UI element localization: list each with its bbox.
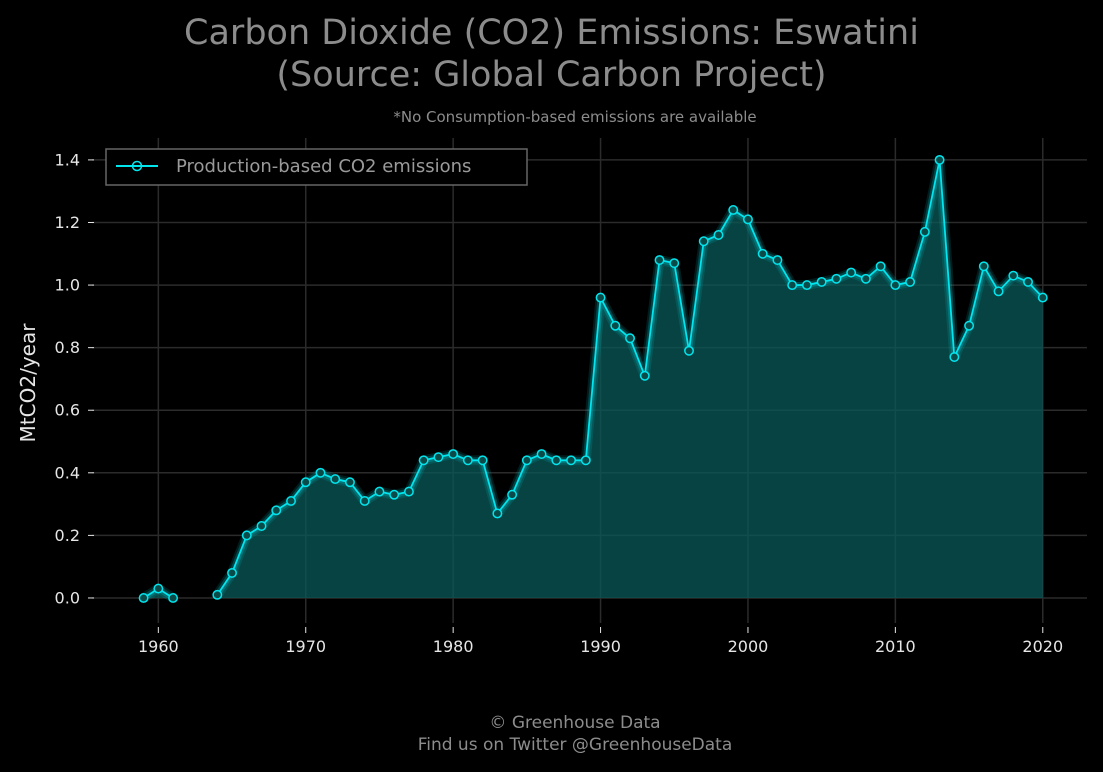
- data-point: [890, 280, 901, 291]
- data-point: [138, 593, 149, 603]
- data-point: [1037, 292, 1048, 303]
- legend-marker: [131, 160, 143, 172]
- data-point: [345, 477, 355, 488]
- y-tick-label: 0.0: [55, 588, 80, 607]
- data-point: [801, 280, 812, 291]
- data-point: [875, 261, 886, 272]
- data-point: [374, 486, 385, 497]
- data-point: [507, 489, 518, 500]
- data-point: [669, 258, 680, 269]
- series-area: [217, 159, 1043, 598]
- data-point: [728, 205, 739, 215]
- data-point: [757, 248, 768, 259]
- data-point: [551, 455, 562, 466]
- series-points: [138, 154, 1048, 603]
- data-point: [433, 452, 444, 463]
- data-point: [315, 467, 326, 478]
- data-point: [639, 370, 650, 381]
- data-point: [978, 261, 989, 272]
- data-point: [227, 567, 237, 578]
- data-point: [403, 486, 414, 497]
- data-point: [1023, 276, 1033, 287]
- y-tick-label: 0.6: [55, 401, 80, 420]
- title-line-2: (Source: Global Carbon Project): [276, 55, 827, 95]
- data-point: [492, 508, 503, 519]
- data-point: [462, 455, 473, 466]
- footer-credit: © Greenhouse Data: [489, 713, 661, 733]
- x-tick-label: 2010: [875, 637, 916, 656]
- data-point: [448, 449, 459, 459]
- y-tick-label: 1.2: [55, 213, 80, 232]
- chart-title: Carbon Dioxide (CO2) Emissions: Eswatini…: [0, 12, 1103, 96]
- y-tick-label: 0.4: [55, 463, 80, 482]
- data-point: [993, 286, 1004, 297]
- data-point: [743, 214, 753, 225]
- data-point: [949, 352, 960, 362]
- footer: © Greenhouse Data Find us on Twitter @Gr…: [0, 712, 1103, 756]
- data-point: [153, 583, 164, 594]
- x-tick-label: 1960: [138, 637, 179, 656]
- footer-twitter: Find us on Twitter @GreenhouseData: [417, 735, 733, 755]
- axes: 1960 1970 1980 1990 2000 2010 2020 0.0 0.2 0.4 0.6…: [55, 150, 1064, 656]
- x-tick-label: 1980: [433, 637, 474, 656]
- data-point: [934, 154, 945, 165]
- data-point: [389, 489, 400, 500]
- data-point: [772, 255, 783, 265]
- y-axis-label: MtCO2/year: [16, 323, 40, 443]
- data-point: [625, 333, 635, 344]
- data-point: [477, 455, 488, 466]
- legend-box: [105, 148, 528, 186]
- y-tick-label: 1.0: [55, 276, 80, 295]
- data-point: [610, 320, 621, 331]
- title-line-1: Carbon Dioxide (CO2) Emissions: Eswatini: [184, 13, 919, 53]
- data-point: [860, 273, 871, 284]
- data-point: [787, 280, 798, 291]
- data-point: [521, 455, 532, 466]
- data-point: [816, 276, 827, 287]
- data-point: [359, 496, 370, 506]
- data-point: [566, 455, 577, 466]
- data-point: [698, 236, 709, 247]
- y-tick-label: 1.4: [55, 150, 80, 169]
- data-point: [905, 276, 916, 287]
- data-point: [271, 505, 282, 516]
- x-tick-label: 1970: [285, 637, 326, 656]
- data-point: [684, 345, 694, 356]
- data-point: [846, 267, 857, 278]
- legend-label: Production-based CO2 emissions: [176, 156, 471, 177]
- data-point: [256, 521, 267, 531]
- chart-subtitle: *No Consumption-based emissions are avai…: [393, 108, 757, 126]
- y-tick-label: 0.8: [55, 338, 80, 357]
- data-point: [654, 255, 665, 265]
- data-point: [168, 593, 179, 603]
- data-point: [330, 474, 341, 485]
- data-point: [286, 496, 296, 506]
- data-point: [831, 273, 842, 284]
- data-point: [713, 230, 724, 240]
- y-tick-label: 0.2: [55, 526, 80, 545]
- data-point: [212, 589, 223, 600]
- x-tick-label: 1990: [580, 637, 621, 656]
- data-point: [919, 226, 930, 237]
- data-point: [300, 477, 311, 488]
- x-tick-label: 2020: [1022, 637, 1063, 656]
- data-point: [1008, 270, 1019, 281]
- data-point: [580, 455, 591, 466]
- data-point: [964, 320, 975, 331]
- legend: Production-based CO2 emissions: [105, 148, 528, 186]
- data-point: [536, 449, 547, 459]
- x-tick-label: 2000: [728, 637, 769, 656]
- data-point: [418, 455, 429, 466]
- data-point: [241, 530, 252, 541]
- data-point: [595, 292, 606, 303]
